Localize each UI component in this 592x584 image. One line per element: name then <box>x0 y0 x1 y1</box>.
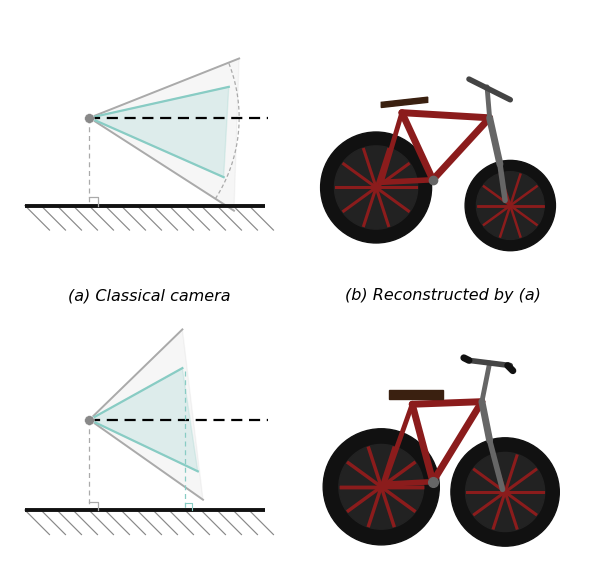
Text: (b) Reconstructed by (a): (b) Reconstructed by (a) <box>345 288 541 303</box>
Polygon shape <box>381 97 427 107</box>
Circle shape <box>451 438 559 546</box>
Polygon shape <box>89 368 198 471</box>
Text: (a) Classical camera: (a) Classical camera <box>67 288 230 303</box>
Polygon shape <box>89 87 229 177</box>
Polygon shape <box>89 58 239 211</box>
Circle shape <box>339 444 424 529</box>
Circle shape <box>465 161 555 251</box>
Circle shape <box>321 132 432 243</box>
Circle shape <box>323 429 439 545</box>
Polygon shape <box>389 390 443 399</box>
Circle shape <box>465 453 545 531</box>
Circle shape <box>477 172 544 239</box>
Circle shape <box>334 146 418 229</box>
Polygon shape <box>89 329 203 500</box>
